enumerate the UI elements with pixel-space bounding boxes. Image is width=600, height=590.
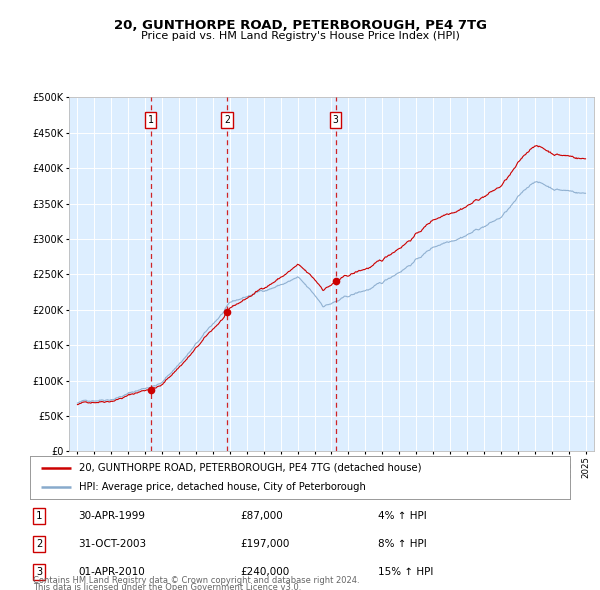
Text: 3: 3 xyxy=(36,567,42,576)
Text: 30-APR-1999: 30-APR-1999 xyxy=(78,512,145,521)
Text: £87,000: £87,000 xyxy=(240,512,283,521)
Text: 4% ↑ HPI: 4% ↑ HPI xyxy=(378,512,427,521)
Text: 31-OCT-2003: 31-OCT-2003 xyxy=(78,539,146,549)
Text: 01-APR-2010: 01-APR-2010 xyxy=(78,567,145,576)
Text: 3: 3 xyxy=(333,115,338,125)
Text: 8% ↑ HPI: 8% ↑ HPI xyxy=(378,539,427,549)
Text: HPI: Average price, detached house, City of Peterborough: HPI: Average price, detached house, City… xyxy=(79,482,365,492)
Text: Contains HM Land Registry data © Crown copyright and database right 2024.: Contains HM Land Registry data © Crown c… xyxy=(33,576,359,585)
Text: 1: 1 xyxy=(148,115,154,125)
Text: 2: 2 xyxy=(36,539,42,549)
Text: 15% ↑ HPI: 15% ↑ HPI xyxy=(378,567,433,576)
Text: 2: 2 xyxy=(224,115,230,125)
Text: £197,000: £197,000 xyxy=(240,539,289,549)
Text: This data is licensed under the Open Government Licence v3.0.: This data is licensed under the Open Gov… xyxy=(33,583,301,590)
Text: Price paid vs. HM Land Registry's House Price Index (HPI): Price paid vs. HM Land Registry's House … xyxy=(140,31,460,41)
Text: 1: 1 xyxy=(36,512,42,521)
Text: 20, GUNTHORPE ROAD, PETERBOROUGH, PE4 7TG (detached house): 20, GUNTHORPE ROAD, PETERBOROUGH, PE4 7T… xyxy=(79,463,421,473)
Text: 20, GUNTHORPE ROAD, PETERBOROUGH, PE4 7TG: 20, GUNTHORPE ROAD, PETERBOROUGH, PE4 7T… xyxy=(113,19,487,32)
Text: £240,000: £240,000 xyxy=(240,567,289,576)
